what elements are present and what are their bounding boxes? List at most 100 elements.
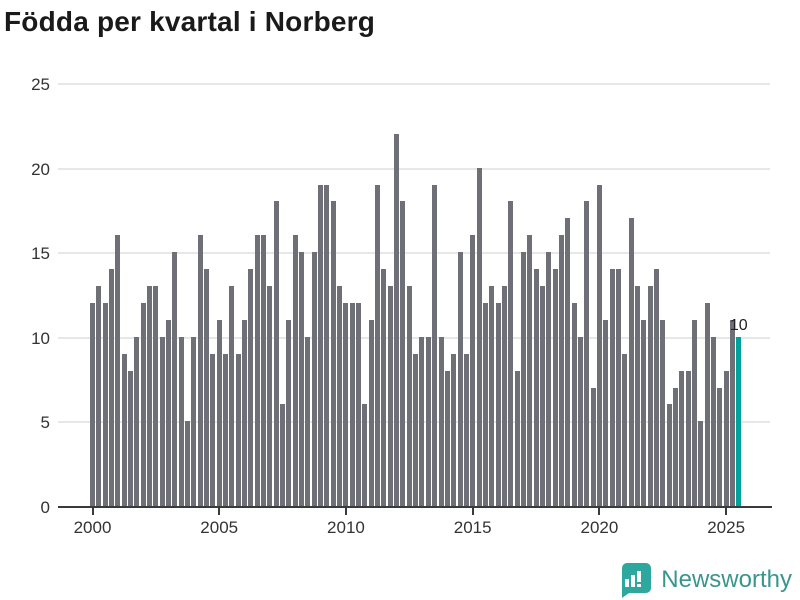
- y-axis-label-10: 10: [31, 328, 50, 348]
- bar: [653, 269, 659, 506]
- grid-line-y25: [58, 83, 770, 85]
- bar: [609, 269, 615, 506]
- bar: [552, 269, 558, 506]
- bar: [685, 370, 691, 506]
- bar: [280, 404, 286, 506]
- bar: [577, 336, 583, 506]
- bar: [172, 252, 178, 506]
- bar: [482, 302, 488, 506]
- bar: [90, 302, 95, 506]
- newsworthy-logo: Newsworthy: [617, 561, 792, 599]
- bar: [476, 167, 482, 506]
- bar: [470, 235, 476, 506]
- x-axis-label-2000: 2000: [73, 518, 112, 537]
- bar: [425, 336, 431, 506]
- bar: [153, 286, 159, 506]
- bar: [704, 302, 710, 506]
- bar: [261, 235, 267, 506]
- x-axis-label-2020: 2020: [580, 518, 619, 537]
- bar: [508, 201, 514, 506]
- bar: [495, 302, 501, 506]
- bar: [647, 286, 653, 506]
- bar: [527, 235, 533, 506]
- bar: [324, 184, 330, 506]
- bar: [216, 319, 222, 506]
- bar: [634, 286, 640, 506]
- bar: [356, 302, 362, 506]
- bar: [501, 286, 507, 506]
- x-axis-label-2010: 2010: [327, 518, 365, 537]
- bar: [210, 353, 216, 506]
- bar: [375, 184, 381, 506]
- bar: [438, 336, 444, 506]
- y-axis-label-15: 15: [31, 244, 50, 264]
- bar: [622, 353, 628, 506]
- bar: [273, 201, 279, 506]
- bar: [546, 252, 552, 506]
- bar: [292, 235, 298, 506]
- bar-value-label: 10: [729, 316, 748, 334]
- bar: [406, 286, 412, 506]
- bar: [305, 336, 311, 506]
- bar: [596, 184, 602, 506]
- bar: [584, 201, 590, 506]
- bar: [128, 370, 134, 506]
- bar: [457, 252, 463, 506]
- bar: [691, 319, 697, 506]
- y-axis-label-5: 5: [40, 413, 50, 433]
- bar: [444, 370, 450, 506]
- bar: [394, 133, 400, 506]
- newsworthy-logo-text: Newsworthy: [661, 566, 792, 593]
- bar: [121, 353, 127, 506]
- grid-line-y15: [58, 252, 770, 255]
- bar: [166, 319, 172, 506]
- bar: [628, 218, 634, 506]
- bar: [565, 218, 571, 506]
- bar: [343, 302, 349, 506]
- bar: [533, 269, 539, 506]
- y-axis-label-0: 0: [40, 498, 50, 517]
- bar: [489, 286, 495, 506]
- bar: [514, 370, 520, 506]
- bar: [147, 286, 153, 506]
- bar: [159, 336, 165, 506]
- bar: [590, 387, 596, 506]
- grid-line-y10: [58, 336, 770, 339]
- x-axis-tick-2020: [598, 508, 601, 515]
- bar: [318, 184, 324, 506]
- bar: [710, 336, 716, 506]
- bar: [603, 319, 609, 506]
- bar: [349, 302, 355, 506]
- bar: [337, 286, 343, 506]
- bar: [311, 252, 317, 506]
- bar: [102, 302, 108, 506]
- bar: [666, 404, 672, 506]
- bar: [191, 336, 197, 506]
- bar: [539, 286, 545, 506]
- bar: [115, 235, 121, 506]
- bar: [672, 387, 678, 506]
- bar: [267, 286, 273, 506]
- bar: [368, 319, 374, 506]
- bar: [723, 370, 729, 506]
- bar: [641, 319, 647, 506]
- bar: [387, 286, 393, 506]
- bar: [660, 319, 666, 506]
- bar: [413, 353, 419, 506]
- bar: [330, 201, 336, 506]
- bar: [140, 302, 146, 506]
- bar: [197, 235, 203, 506]
- bar: [520, 252, 526, 506]
- bar: [729, 319, 735, 506]
- bar: [432, 184, 438, 506]
- bar: [223, 353, 229, 506]
- y-axis-label-25: 25: [31, 75, 50, 94]
- x-axis-label-2005: 2005: [200, 518, 239, 537]
- bar: [615, 269, 621, 506]
- bar: [679, 370, 685, 506]
- chart-plot-area: [58, 83, 770, 507]
- bar: [558, 235, 564, 506]
- y-axis-label-20: 20: [31, 159, 50, 179]
- page-title: Födda per kvartal i Norberg: [4, 6, 376, 37]
- bar: [451, 353, 457, 506]
